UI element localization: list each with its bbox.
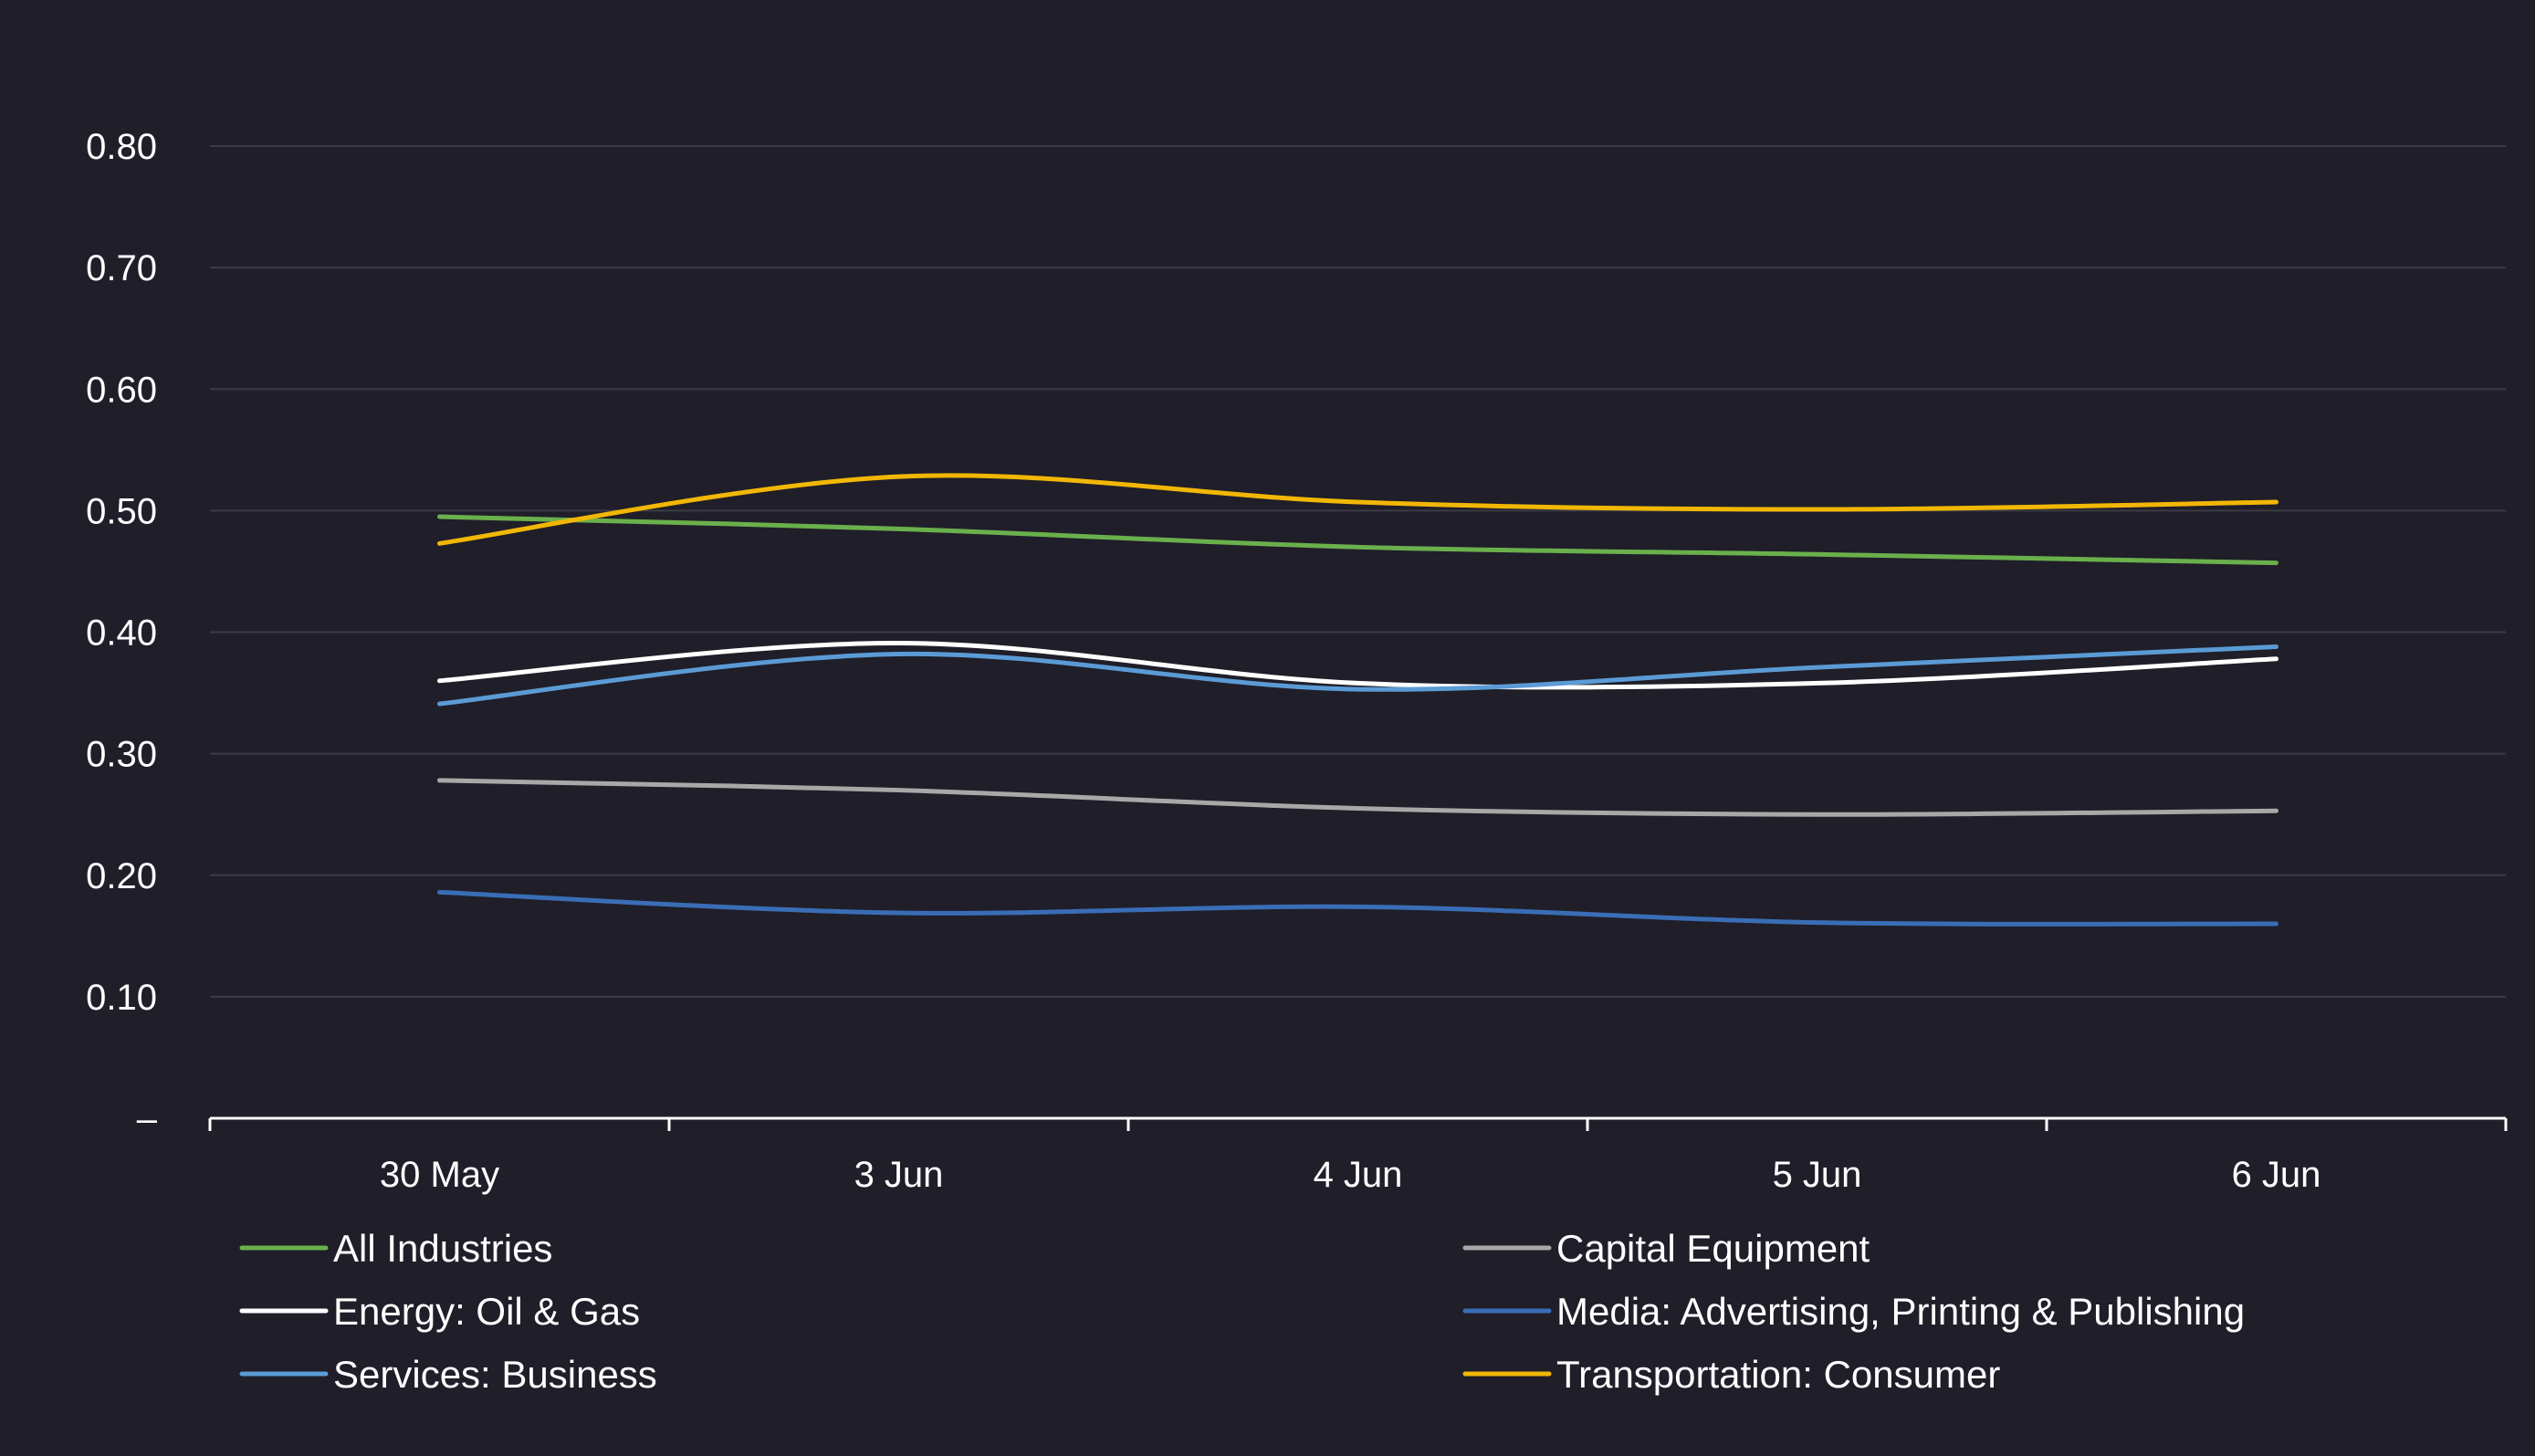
legend: All Industries Capital Equipment Energy: O…: [239, 1227, 2245, 1396]
x-tick-label: 6 Jun: [2232, 1155, 2321, 1195]
legend-item-media-advertising-printing-publishing: Media: Advertising, Printing & Publishin…: [1462, 1290, 2245, 1333]
legend-label: Capital Equipment: [1556, 1227, 1870, 1270]
x-tick-label: 3 Jun: [854, 1155, 944, 1195]
legend-item-services-business: Services: Business: [239, 1353, 657, 1396]
legend-item-all-industries: All Industries: [239, 1227, 552, 1270]
y-tick-label: 0.10: [86, 978, 157, 1018]
y-tick-label: 0.40: [86, 613, 157, 654]
y-tick-label: 0.60: [86, 370, 157, 410]
series-line-services-business: [437, 644, 2278, 707]
x-tick-label: 4 Jun: [1314, 1155, 1403, 1195]
series-lines: [437, 473, 2278, 927]
x-tick-label: 5 Jun: [1773, 1155, 1862, 1195]
series-line-transportation-consumer: [437, 473, 2278, 546]
x-axis: [208, 1116, 2508, 1131]
y-tick-label: –: [137, 1099, 158, 1139]
y-axis-tick-labels: – 0.10 0.20 0.30 0.40 0.50 0.60 0.70 0.80: [86, 127, 158, 1139]
gridlines: [210, 145, 2506, 998]
y-tick-label: 0.70: [86, 248, 157, 288]
y-tick-label: 0.20: [86, 856, 157, 896]
x-tick-label: 30 May: [380, 1155, 499, 1195]
legend-item-capital-equipment: Capital Equipment: [1462, 1227, 1870, 1270]
series-line-energy-oil-gas: [437, 640, 2278, 690]
series-line-media-advertising-printing-publishing: [437, 889, 2278, 927]
legend-label: Services: Business: [333, 1353, 657, 1396]
legend-label: Transportation: Consumer: [1556, 1353, 2000, 1396]
legend-label: Energy: Oil & Gas: [333, 1290, 640, 1333]
legend-label: Media: Advertising, Printing & Publishin…: [1556, 1290, 2245, 1333]
x-axis-tick-labels: 30 May 3 Jun 4 Jun 5 Jun 6 Jun: [380, 1155, 2321, 1195]
legend-item-transportation-consumer: Transportation: Consumer: [1462, 1353, 2000, 1396]
series-line-capital-equipment: [437, 778, 2278, 817]
legend-item-energy-oil-gas: Energy: Oil & Gas: [239, 1290, 640, 1333]
y-tick-label: 0.30: [86, 735, 157, 775]
y-tick-label: 0.80: [86, 127, 157, 167]
legend-label: All Industries: [333, 1227, 552, 1270]
y-tick-label: 0.50: [86, 491, 157, 531]
series-line-all-industries: [437, 514, 2278, 566]
